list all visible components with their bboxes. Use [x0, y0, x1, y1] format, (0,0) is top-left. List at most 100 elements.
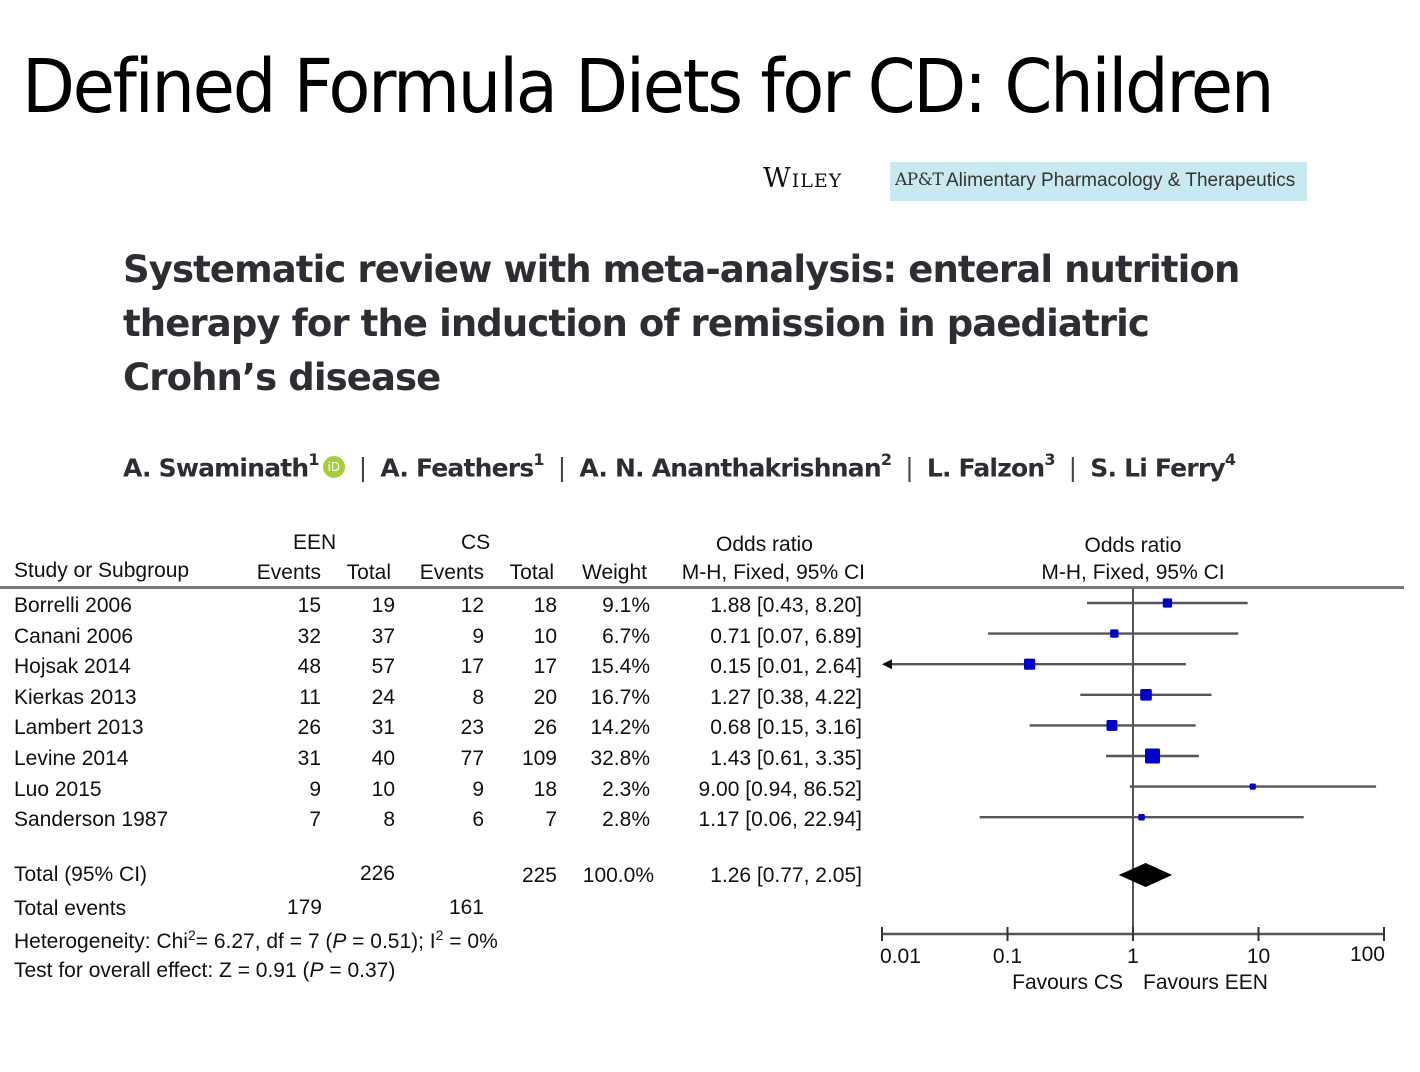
- study-marker: [1140, 689, 1152, 701]
- author-affiliation: 1: [308, 450, 319, 469]
- author-affiliation: 2: [880, 450, 892, 469]
- cell-cs-total: 18: [533, 777, 557, 801]
- total-een: 226: [359, 862, 395, 885]
- cell-cs-events: 8: [472, 685, 484, 709]
- cell-study: Kierkas 2013: [14, 685, 137, 709]
- total-events-label: Total events: [14, 897, 127, 920]
- author: A. Swaminath1: [123, 450, 320, 483]
- cell-cs-total: 17: [533, 655, 557, 679]
- study-marker: [1138, 813, 1145, 821]
- cell-weight: 32.8%: [590, 747, 650, 770]
- cell-cs-total: 18: [533, 594, 557, 617]
- oe-prefix: Test for overall effect: Z = 0.91 (: [14, 959, 310, 982]
- slide-title: Defined Formula Diets for CD: Children: [22, 44, 1274, 130]
- author-affiliation: 3: [1044, 450, 1055, 469]
- favours-right-label: Favours EEN: [1143, 971, 1268, 994]
- cell-study: Luo 2015: [14, 777, 102, 801]
- author: L. Falzon3: [926, 450, 1056, 483]
- study-marker: [1162, 598, 1173, 608]
- author-name: A. Swaminath: [123, 453, 309, 483]
- x-tick-label: 0.1: [993, 945, 1022, 968]
- cell-een-total: 10: [371, 777, 395, 801]
- cell-weight: 16.7%: [590, 685, 650, 709]
- cell-een-total: 31: [371, 716, 395, 740]
- col-header-een-total: Total: [346, 561, 391, 584]
- author-separator: |: [905, 452, 913, 482]
- cell-een-events: 9: [309, 777, 321, 801]
- cell-cs-events: 23: [460, 716, 484, 740]
- het-p-rest: = 0.51); I: [346, 930, 436, 953]
- col-header-weight: Weight: [582, 561, 647, 584]
- cell-weight: 14.2%: [590, 716, 650, 740]
- study-marker: [1144, 748, 1160, 764]
- cell-cs-total: 10: [533, 624, 557, 648]
- publisher-logo: Wiley: [763, 163, 843, 194]
- study-marker: [1023, 658, 1036, 670]
- heterogeneity-stat: Heterogeneity: Chi2= 6.27, df = 7 (P = 0…: [14, 927, 498, 954]
- plot-title: Odds ratio: [1085, 534, 1182, 557]
- cell-een-total: 37: [371, 624, 395, 648]
- group-header-cs: CS: [461, 531, 491, 554]
- cell-weight: 9.1%: [602, 594, 650, 617]
- author-affiliation: 1: [533, 450, 544, 469]
- cell-or-ci: 1.88 [0.43, 8.20]: [710, 594, 862, 617]
- author: A. N. Ananthakrishnan2: [579, 450, 892, 483]
- author-name: A. N. Ananthakrishnan: [579, 453, 881, 483]
- cell-cs-events: 9: [472, 624, 484, 648]
- oe-end: = 0.37): [323, 959, 396, 982]
- author-name: L. Falzon: [926, 453, 1045, 483]
- total-events-een: 179: [286, 896, 322, 919]
- cell-weight: 6.7%: [602, 624, 650, 648]
- cell-or-ci: 1.27 [0.38, 4.22]: [710, 685, 862, 709]
- plot-subtitle: M-H, Fixed, 95% CI: [1041, 561, 1224, 584]
- overall-effect-stat: Test for overall effect: Z = 0.91 (P = 0…: [14, 959, 395, 983]
- author-affiliation: 4: [1224, 450, 1236, 469]
- total-or-ci: 1.26 [0.77, 2.05]: [710, 864, 862, 887]
- journal-abbrev: AP&T: [895, 170, 944, 190]
- cell-een-total: 24: [371, 685, 395, 709]
- col-header-cs-total: Total: [509, 561, 554, 584]
- cell-cs-total: 109: [521, 747, 557, 770]
- cell-or-ci: 1.43 [0.61, 3.35]: [710, 747, 862, 770]
- oe-p: P: [309, 959, 324, 982]
- author: A. Feathers1: [380, 450, 544, 482]
- author-separator: |: [358, 452, 367, 482]
- cell-study: Levine 2014: [14, 747, 129, 770]
- cell-cs-events: 17: [460, 655, 484, 679]
- cell-een-events: 48: [297, 655, 321, 679]
- cell-een-total: 19: [371, 594, 395, 617]
- study-marker: [1106, 719, 1118, 731]
- cell-study: Hojsak 2014: [14, 655, 131, 679]
- cell-een-events: 31: [297, 747, 321, 770]
- cell-weight: 15.4%: [590, 655, 650, 679]
- cell-cs-events: 6: [472, 808, 484, 832]
- group-header-een: EEN: [293, 531, 337, 554]
- x-tick-label: 0.01: [880, 945, 921, 968]
- cell-or-ci: 0.15 [0.01, 2.64]: [710, 655, 862, 679]
- cell-cs-events: 12: [460, 594, 484, 617]
- author-separator: |: [1068, 452, 1077, 482]
- cell-een-total: 8: [383, 808, 395, 832]
- total-label: Total (95% CI): [14, 863, 148, 886]
- col-header-or-ci: M-H, Fixed, 95% CI: [681, 561, 865, 584]
- cell-een-total: 57: [371, 655, 395, 679]
- cell-een-events: 26: [297, 716, 321, 740]
- cell-study: Borrelli 2006: [14, 594, 132, 617]
- het-sup: 2: [187, 927, 196, 943]
- het-end: = 0%: [443, 930, 498, 953]
- cell-or-ci: 1.17 [0.06, 22.94]: [698, 808, 862, 832]
- group-header-or: Odds ratio: [716, 533, 813, 556]
- cell-weight: 2.8%: [602, 808, 650, 832]
- het-mid: = 6.27, df = 7 (: [195, 930, 333, 953]
- col-header-een-events: Events: [256, 561, 321, 584]
- orcid-icon[interactable]: iD: [322, 456, 345, 479]
- het-p: P: [332, 930, 347, 953]
- total-events-cs: 161: [448, 896, 484, 919]
- x-tick-label: 100: [1350, 943, 1385, 966]
- cell-weight: 2.3%: [602, 777, 650, 801]
- study-marker: [1249, 783, 1256, 790]
- pooled-diamond: [1118, 863, 1173, 887]
- col-header-study: Study or Subgroup: [14, 559, 190, 582]
- cell-cs-total: 7: [545, 808, 557, 832]
